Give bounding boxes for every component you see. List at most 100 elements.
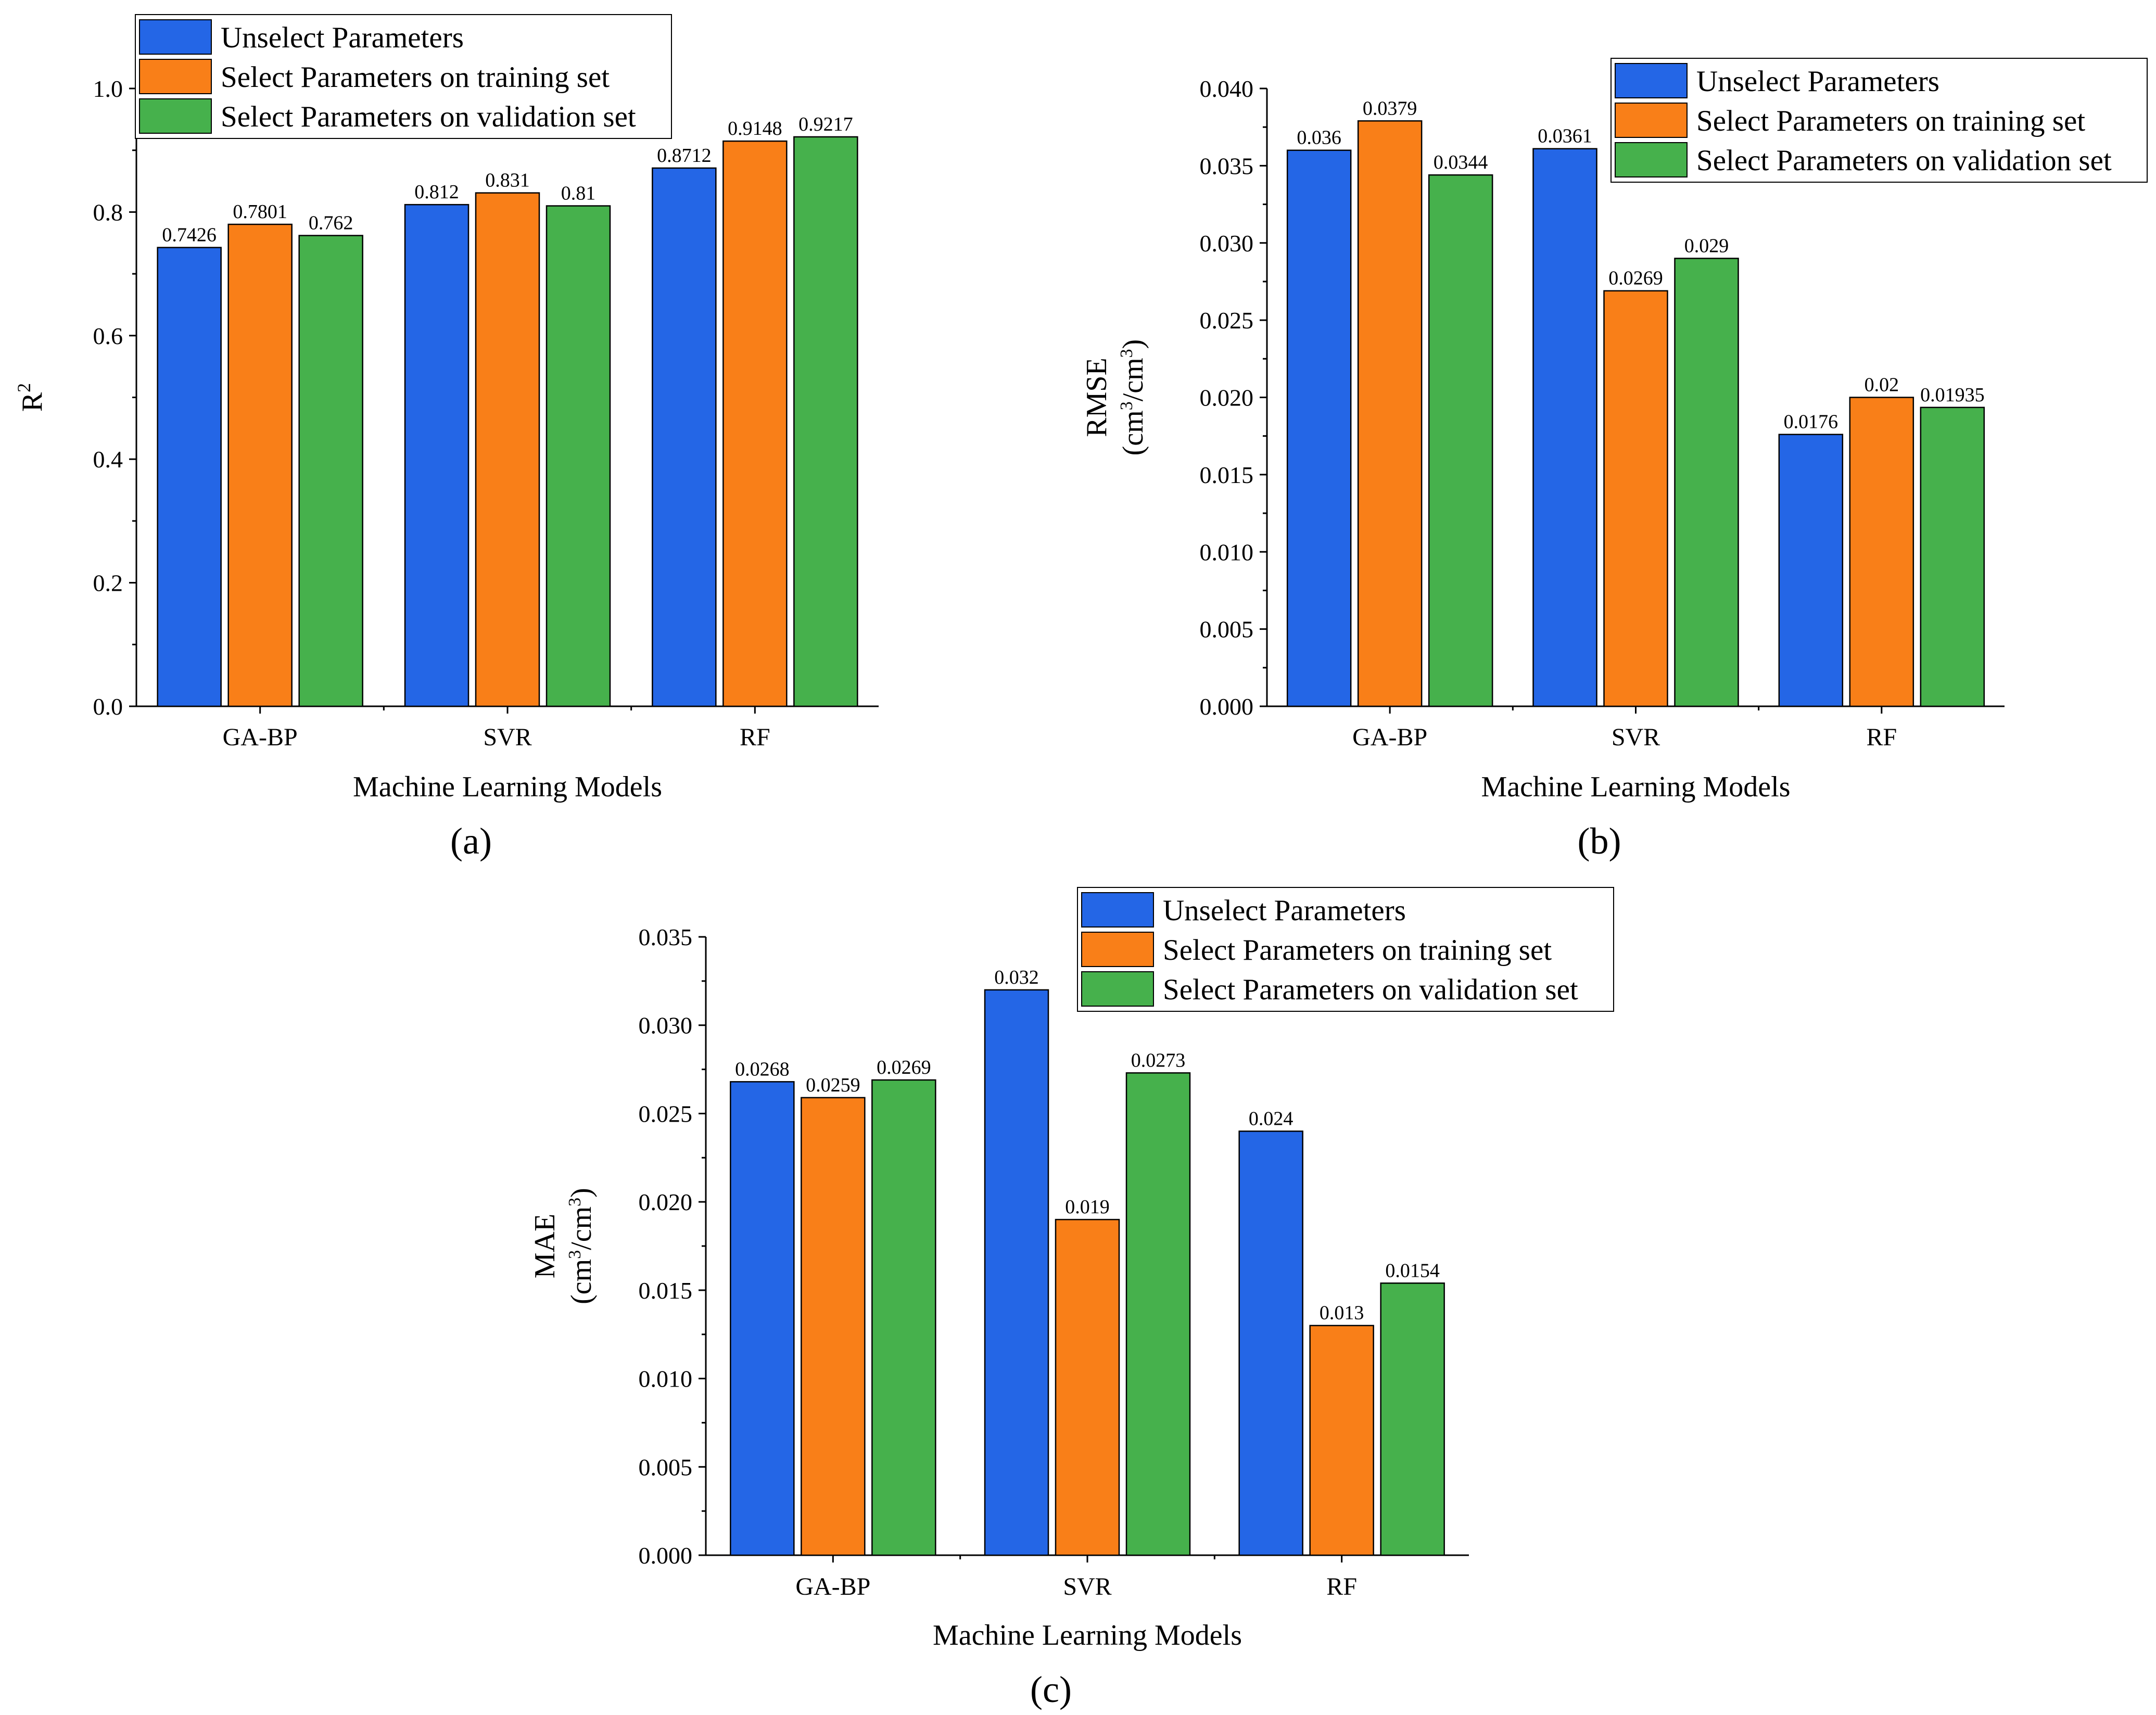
bar-validation-svr bbox=[546, 205, 611, 707]
legend-swatch-unselect bbox=[139, 19, 212, 55]
bar-validation-ga-bp bbox=[298, 235, 363, 707]
svg-text:(cm3/cm3): (cm3/cm3) bbox=[565, 1188, 598, 1304]
bar-unselect-svr bbox=[1532, 148, 1597, 707]
data-label: 0.019 bbox=[1065, 1196, 1110, 1218]
x-tick-label-svr: SVR bbox=[1612, 723, 1660, 751]
chart-panel-b: 0.000 0.005 0.010 0.015 0.020 0.025 0.030 0.035… bbox=[1081, 58, 2148, 862]
legend-label-validation: Select Parameters on validation set bbox=[221, 100, 636, 133]
y-tick-label: 0.015 bbox=[639, 1277, 693, 1304]
y-tick-label: 0.8 bbox=[93, 199, 123, 225]
data-label: 0.0379 bbox=[1363, 97, 1417, 119]
data-label: 0.0344 bbox=[1434, 151, 1488, 173]
legend-label-validation: Select Parameters on validation set bbox=[1163, 973, 1578, 1006]
legend-label-unselect: Unselect Parameters bbox=[1696, 65, 1939, 98]
data-label: 0.9217 bbox=[798, 113, 853, 135]
panel-label: (c) bbox=[1030, 1669, 1072, 1710]
y-tick-label: 1.0 bbox=[93, 75, 123, 102]
y-tick-label: 0.6 bbox=[93, 323, 123, 349]
svg-text:RMSE: RMSE bbox=[1081, 358, 1113, 437]
data-label: 0.024 bbox=[1249, 1108, 1293, 1129]
legend-swatch-validation bbox=[139, 98, 212, 134]
y-tick-label: 0.020 bbox=[1200, 385, 1254, 411]
y-axis-title: RMSE (cm3/cm3) bbox=[1081, 339, 1149, 456]
bar-training-ga-bp bbox=[227, 223, 293, 707]
data-label: 0.0269 bbox=[1608, 268, 1663, 289]
y-tick-label: 0.015 bbox=[1200, 462, 1254, 488]
data-label: 0.812 bbox=[414, 181, 459, 203]
bar-training-rf bbox=[722, 140, 788, 707]
data-label: 0.7426 bbox=[162, 224, 217, 246]
y-tick-label: 0.010 bbox=[1200, 539, 1254, 565]
data-label: 0.0273 bbox=[1131, 1049, 1186, 1071]
bar-unselect-ga-bp bbox=[730, 1081, 795, 1556]
y-tick-label: 0.025 bbox=[1200, 307, 1254, 334]
legend-swatch-validation bbox=[1615, 142, 1688, 177]
bar-training-svr bbox=[1055, 1218, 1120, 1556]
bar-training-svr bbox=[475, 192, 540, 707]
data-label: 0.013 bbox=[1320, 1302, 1364, 1324]
legend-label-validation: Select Parameters on validation set bbox=[1696, 144, 2112, 177]
y-tick-label: 0.030 bbox=[639, 1012, 693, 1039]
y-tick-label: 0.030 bbox=[1200, 230, 1254, 257]
data-label: 0.0176 bbox=[1784, 411, 1838, 433]
data-label: 0.036 bbox=[1297, 127, 1341, 149]
bar-training-ga-bp bbox=[1357, 120, 1423, 707]
legend-swatch-training bbox=[139, 59, 212, 94]
legend-swatch-training bbox=[1615, 103, 1688, 138]
bar-unselect-rf bbox=[1778, 434, 1844, 707]
legend-swatch-validation bbox=[1081, 971, 1154, 1007]
x-tick-label-rf: RF bbox=[1866, 723, 1897, 751]
x-tick-label-rf: RF bbox=[740, 723, 770, 751]
legend-swatch-unselect bbox=[1081, 892, 1154, 928]
data-label: 0.0361 bbox=[1538, 125, 1592, 147]
legend-label-training: Select Parameters on training set bbox=[221, 61, 610, 94]
chart-panel-c: 0.000 0.005 0.010 0.015 0.020 0.025 0.030 0.035… bbox=[529, 887, 1614, 1710]
bar-validation-ga-bp bbox=[1428, 174, 1493, 707]
y-tick-label: 0.025 bbox=[639, 1100, 693, 1127]
legend-label-unselect: Unselect Parameters bbox=[221, 21, 464, 54]
bar-validation-rf bbox=[1380, 1282, 1445, 1556]
data-label: 0.8712 bbox=[657, 145, 712, 167]
data-label: 0.0268 bbox=[735, 1058, 790, 1080]
chart-panel-a: 0.0 0.2 0.4 0.6 0.8 1.0 GA-BP 0.7426 0.7801 0.762… bbox=[14, 14, 879, 862]
bar-unselect-svr bbox=[404, 204, 470, 707]
panel-label: (a) bbox=[450, 820, 492, 862]
y-tick-label: 0.020 bbox=[639, 1189, 693, 1215]
legend-frame bbox=[1077, 887, 1614, 1012]
y-axis-title: MAE(cm3/cm3) bbox=[529, 1188, 598, 1304]
legend-frame bbox=[1610, 58, 2148, 183]
data-label: 0.0269 bbox=[877, 1057, 931, 1078]
bar-unselect-ga-bp bbox=[157, 247, 222, 707]
panel-label: (b) bbox=[1578, 820, 1621, 862]
legend-label-training: Select Parameters on training set bbox=[1696, 105, 2085, 137]
bar-training-rf bbox=[1309, 1325, 1374, 1556]
legend-swatch-training bbox=[1081, 932, 1154, 967]
data-label: 0.0259 bbox=[806, 1074, 860, 1096]
bar-training-ga-bp bbox=[801, 1097, 866, 1556]
x-axis-title: Machine Learning Models bbox=[353, 771, 662, 803]
data-label: 0.02 bbox=[1865, 374, 1899, 396]
legend-label-unselect: Unselect Parameters bbox=[1163, 894, 1406, 927]
y-tick-label: 0.000 bbox=[1200, 693, 1254, 720]
x-tick-label-svr: SVR bbox=[483, 723, 531, 751]
data-label: 0.9148 bbox=[728, 118, 782, 139]
y-tick-label: 0.4 bbox=[93, 446, 123, 473]
bar-validation-rf bbox=[1920, 406, 1985, 707]
svg-text:R2: R2 bbox=[14, 383, 48, 412]
bar-validation-ga-bp bbox=[871, 1079, 936, 1556]
x-axis-title: Machine Learning Models bbox=[1481, 771, 1790, 803]
x-tick-label-ga-bp: GA-BP bbox=[223, 723, 298, 751]
bar-unselect-rf bbox=[1238, 1130, 1303, 1556]
bar-validation-svr bbox=[1125, 1072, 1191, 1556]
y-tick-label: 0.040 bbox=[1200, 75, 1254, 102]
bar-training-rf bbox=[1849, 397, 1914, 707]
y-tick-label: 0.000 bbox=[639, 1542, 693, 1569]
legend: Unselect Parameters Select Parameters on … bbox=[135, 14, 672, 139]
bar-training-svr bbox=[1603, 290, 1668, 707]
y-axis-title: R2 bbox=[14, 383, 48, 412]
x-tick-label-rf: RF bbox=[1326, 1573, 1357, 1600]
legend: Unselect Parameters Select Parameters on … bbox=[1077, 887, 1614, 1012]
data-label: 0.0154 bbox=[1385, 1260, 1440, 1281]
x-tick-label-ga-bp: GA-BP bbox=[795, 1573, 870, 1600]
